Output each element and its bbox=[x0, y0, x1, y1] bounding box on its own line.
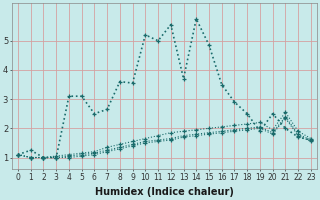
X-axis label: Humidex (Indice chaleur): Humidex (Indice chaleur) bbox=[95, 187, 234, 197]
